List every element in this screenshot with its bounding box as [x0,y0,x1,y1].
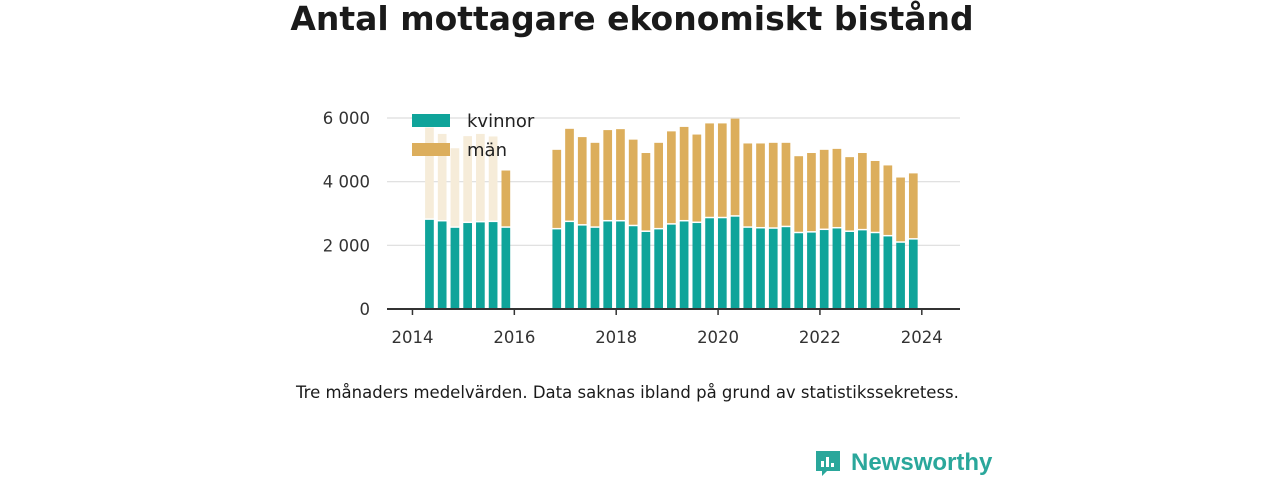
chart-note: Tre månaders medelvärden. Data saknas ib… [296,383,959,402]
bar-kvinnor [463,223,472,309]
bar-man [908,173,918,239]
x-tick-label: 2018 [595,328,637,347]
bar-man [425,127,434,219]
bar-man [883,165,893,235]
bar-kvinnor [437,221,447,309]
bar-man [628,139,638,225]
bar-kvinnor [883,236,893,309]
y-tick-label: 4 000 [323,173,370,192]
bar-man [705,123,714,217]
bar-man [756,143,765,227]
bar-kvinnor [705,218,714,309]
x-tick-label: 2020 [697,328,739,347]
x-tick-label: 2024 [901,328,943,347]
bar-kvinnor [870,233,880,309]
x-tick-label: 2022 [799,328,841,347]
bar-man [692,134,702,222]
bar-kvinnor [654,229,663,309]
bar-kvinnor [845,231,854,309]
bar-kvinnor [717,218,727,309]
bar-kvinnor [628,226,638,309]
bar-man [577,137,587,225]
bar-man [590,142,600,227]
bar-kvinnor [488,222,498,309]
bar-kvinnor [501,227,511,309]
bar-kvinnor [450,227,460,309]
brand-logo[interactable]: Newsworthy [814,446,992,480]
bar-man [565,128,574,221]
bar-kvinnor [552,229,562,309]
bar-man [730,118,740,216]
legend-swatch [412,114,450,127]
bar-kvinnor [743,227,753,309]
bar-chart-icon [816,451,840,476]
bar-kvinnor [603,221,613,309]
bar-man [463,136,472,222]
bar-man [667,131,676,224]
bar-kvinnor [590,227,600,309]
bar-man [679,126,689,220]
bar-kvinnor [641,231,651,309]
bar-man [807,153,816,232]
bar-man [437,133,447,220]
bar-man [488,136,498,221]
bar-man [832,148,842,227]
bar-kvinnor [577,225,587,309]
legend-label: kvinnor [467,111,535,132]
bar-man [819,149,829,229]
bar-kvinnor [667,224,676,309]
bar-kvinnor [832,228,842,309]
bar-kvinnor [756,228,765,309]
bar-kvinnor [794,233,804,309]
bar-man [641,153,651,231]
bars [425,118,918,309]
bar-kvinnor [896,242,905,309]
bar-man [717,123,727,217]
bar-man [654,142,663,228]
bar-kvinnor [565,222,574,309]
bar-man [845,157,854,231]
bar-man [896,177,905,242]
bar-kvinnor [476,222,485,309]
bar-man [768,142,778,228]
bar-man [794,156,804,232]
legend-label: män [467,140,507,161]
bar-man [552,149,562,228]
y-tick-label: 2 000 [323,236,370,255]
legend: kvinnor män [412,111,535,161]
bar-kvinnor [908,239,918,309]
axes: 0 2 000 4 000 6 000 2014 2016 2018 2020 2022 2024 [323,109,960,347]
bar-kvinnor [858,230,867,309]
bar-kvinnor [768,228,778,309]
x-tick-label: 2016 [493,328,535,347]
y-tick-label: 6 000 [323,109,370,128]
bar-man [743,143,753,227]
bar-man [476,133,485,221]
bar-kvinnor [807,232,816,309]
bar-kvinnor [781,227,791,309]
brand-name: Newsworthy [851,449,993,476]
y-tick-label: 0 [360,300,371,319]
bar-kvinnor [679,221,689,309]
chart-title: Antal mottagare ekonomiskt bistånd [290,0,974,38]
bar-man [501,170,511,227]
legend-swatch [412,143,450,156]
bar-man [616,129,625,220]
bar-man [450,148,460,227]
bar-kvinnor [692,223,702,309]
bar-man [870,160,880,232]
bar-man [781,142,791,226]
bar-kvinnor [819,230,829,309]
bar-man [603,130,613,220]
x-tick-label: 2014 [391,328,433,347]
bar-kvinnor [730,216,740,309]
bar-kvinnor [425,219,434,309]
bar-kvinnor [616,221,625,309]
bar-man [858,153,867,229]
